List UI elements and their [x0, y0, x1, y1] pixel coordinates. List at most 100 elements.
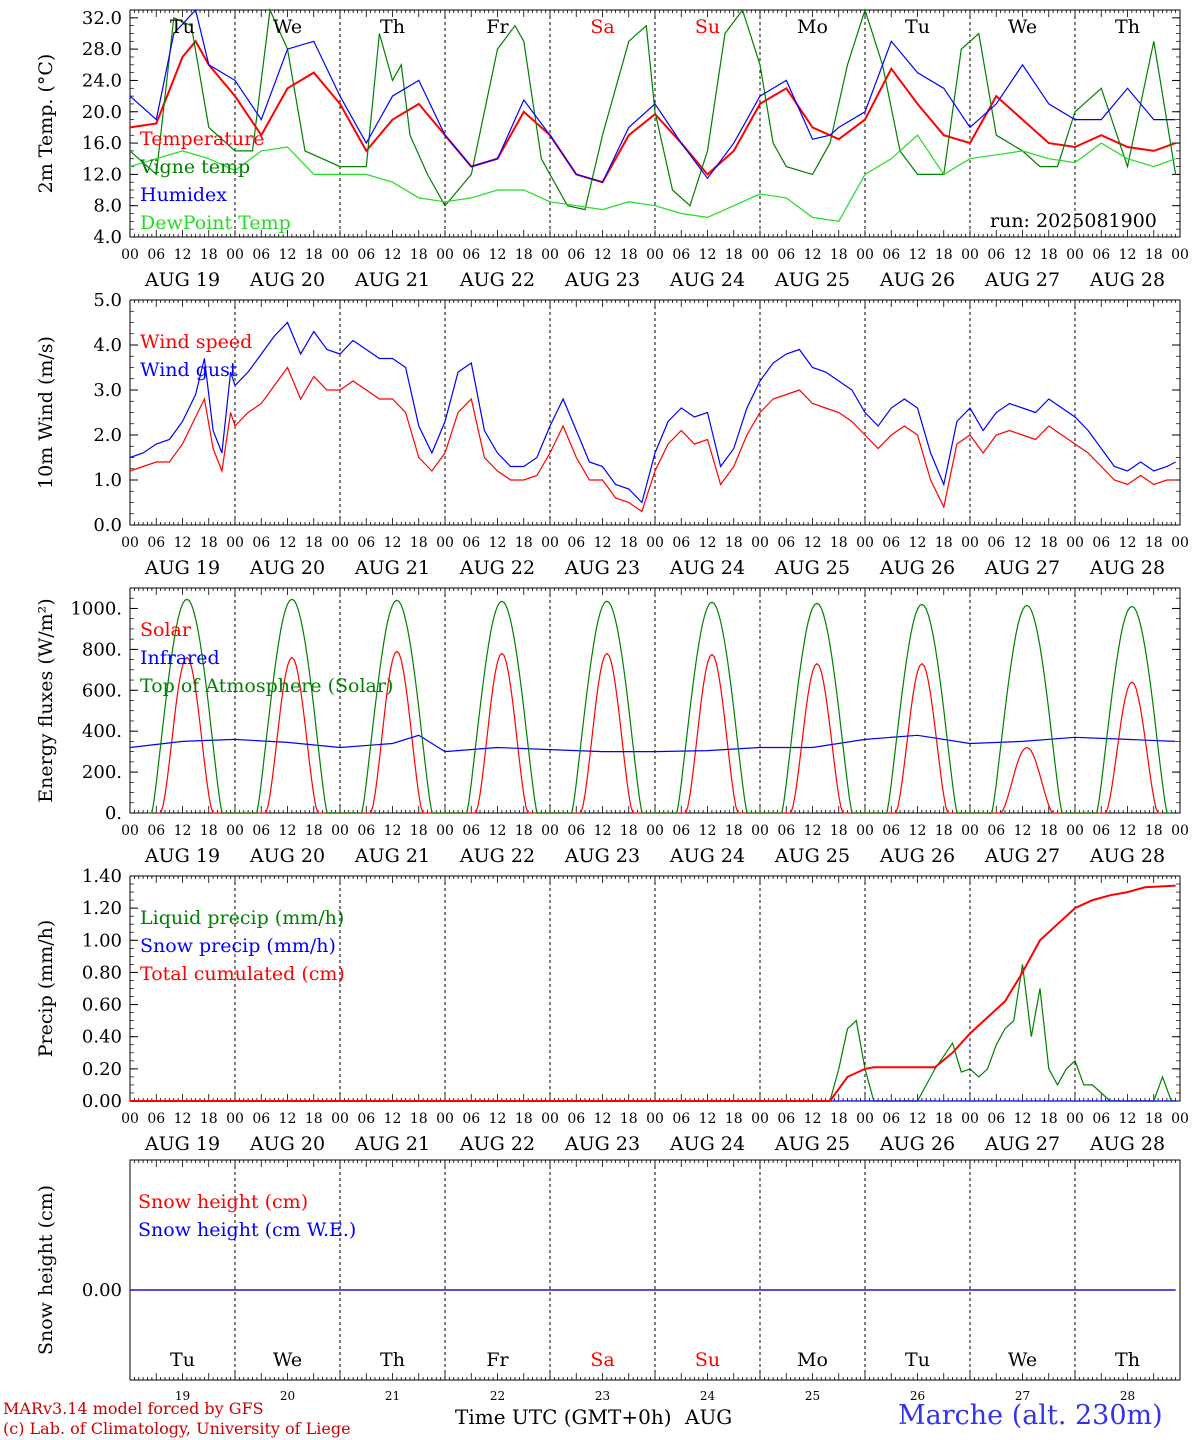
y-tick-label: 0.60: [82, 995, 122, 1016]
legend-entry: Snow precip (mm/h): [140, 935, 336, 957]
series-line-wind-speed: [129, 366, 1176, 513]
y-tick-label: 0.20: [82, 1059, 122, 1080]
y-tick-label: 600.: [82, 680, 122, 701]
weekday-label: We: [1008, 16, 1037, 38]
weekday-label: Mo: [797, 1349, 828, 1371]
date-label: AUG 19: [144, 1133, 220, 1155]
hour-label: 06: [672, 1111, 690, 1127]
day-number-label: 26: [910, 1389, 925, 1403]
date-label: AUG 24: [669, 1133, 745, 1155]
hour-label: 00: [226, 823, 244, 839]
date-label: AUG 23: [564, 845, 640, 867]
hour-label: 18: [830, 535, 848, 551]
hour-label: 00: [961, 1111, 979, 1127]
hour-label: 12: [1014, 823, 1032, 839]
hour-label: 18: [620, 247, 638, 263]
day-number-label: 27: [1015, 1389, 1030, 1403]
hour-label: 06: [1092, 823, 1110, 839]
series-line-wind-gust: [129, 321, 1176, 504]
hour-label: 00: [646, 535, 664, 551]
hour-label: 12: [489, 247, 507, 263]
hour-label: 00: [856, 535, 874, 551]
legend-entry: Solar: [140, 619, 192, 641]
date-label: AUG 24: [669, 557, 745, 579]
hour-label: 18: [305, 823, 323, 839]
hour-label: 00: [541, 1111, 559, 1127]
hour-label: 06: [672, 247, 690, 263]
date-label: AUG 27: [984, 269, 1060, 291]
hour-label: 18: [515, 535, 533, 551]
hour-label: 00: [541, 823, 559, 839]
hour-label: 18: [935, 823, 953, 839]
hour-label: 18: [200, 1111, 218, 1127]
series-line-vigne-temp: [129, 7, 1177, 211]
hour-label: 12: [489, 535, 507, 551]
y-tick-label: 5.0: [93, 290, 122, 311]
hour-label: 12: [1119, 535, 1137, 551]
hour-label: 06: [777, 1111, 795, 1127]
hour-label: 00: [436, 535, 454, 551]
hour-label: 12: [489, 1111, 507, 1127]
hour-label: 00: [751, 823, 769, 839]
hour-label: 00: [331, 247, 349, 263]
hour-label: 12: [279, 1111, 297, 1127]
hour-label: 12: [594, 823, 612, 839]
hour-label: 00: [121, 247, 139, 263]
hour-label: 06: [252, 1111, 270, 1127]
y-tick-label: 800.: [82, 639, 122, 660]
hour-label: 18: [725, 1111, 743, 1127]
hour-label: 12: [699, 535, 717, 551]
hour-label: 18: [1145, 823, 1163, 839]
footer-credit-2: (c) Lab. of Climatology, University of L…: [3, 1419, 351, 1438]
y-tick-label: 1.40: [82, 866, 122, 887]
hour-label: 18: [410, 247, 428, 263]
hour-label: 06: [147, 823, 165, 839]
y-tick-label: 0.40: [82, 1027, 122, 1048]
hour-label: 00: [226, 247, 244, 263]
hour-label: 18: [305, 1111, 323, 1127]
weekday-label: Sa: [590, 16, 614, 38]
weekday-label: Fr: [486, 1349, 509, 1371]
legend-entry: Snow height (cm W.E.): [138, 1219, 356, 1241]
date-label: AUG 23: [564, 269, 640, 291]
date-label: AUG 20: [249, 269, 325, 291]
weekday-label: Th: [380, 16, 405, 38]
hour-label: 00: [331, 1111, 349, 1127]
panel-3: 0. 200. 400. 600. 800. 1000. Energy fluxes (W/…: [35, 587, 1189, 867]
y-tick-label: 2.0: [93, 425, 122, 446]
hour-label: 06: [462, 823, 480, 839]
hour-label: 18: [1145, 535, 1163, 551]
hour-label: 12: [174, 1111, 192, 1127]
hour-label: 12: [594, 1111, 612, 1127]
hour-label: 18: [515, 1111, 533, 1127]
hour-label: 12: [909, 535, 927, 551]
weekday-label: Tu: [170, 1349, 195, 1371]
hour-label: 00: [331, 535, 349, 551]
hour-label: 18: [620, 823, 638, 839]
hour-label: 06: [987, 247, 1005, 263]
hour-label: 18: [200, 535, 218, 551]
y-tick-label: 1000.: [70, 598, 122, 619]
hour-label: 18: [620, 535, 638, 551]
hour-label: 06: [777, 247, 795, 263]
hour-label: 06: [567, 1111, 585, 1127]
hour-label: 00: [541, 247, 559, 263]
y-axis-title: Energy fluxes (W/m²): [35, 598, 57, 802]
y-tick-label: 24.0: [82, 70, 122, 91]
date-label: AUG 19: [144, 845, 220, 867]
hour-label: 18: [725, 823, 743, 839]
hour-label: 12: [699, 823, 717, 839]
legend-entry: Vigne temp: [139, 156, 250, 178]
day-number-label: 28: [1120, 1389, 1135, 1403]
hour-label: 12: [279, 247, 297, 263]
hour-label: 18: [200, 823, 218, 839]
series-line-dewpoint-temp: [129, 134, 1176, 222]
weekday-label: We: [1008, 1349, 1037, 1371]
hour-label: 18: [1040, 823, 1058, 839]
series-line-total-cumulated-cm: [130, 884, 1176, 1102]
hour-label: 06: [987, 823, 1005, 839]
hour-label: 18: [410, 1111, 428, 1127]
y-tick-label: 0.0: [93, 515, 122, 536]
legend-entry: DewPoint Temp: [140, 212, 291, 234]
hour-label: 12: [909, 1111, 927, 1127]
